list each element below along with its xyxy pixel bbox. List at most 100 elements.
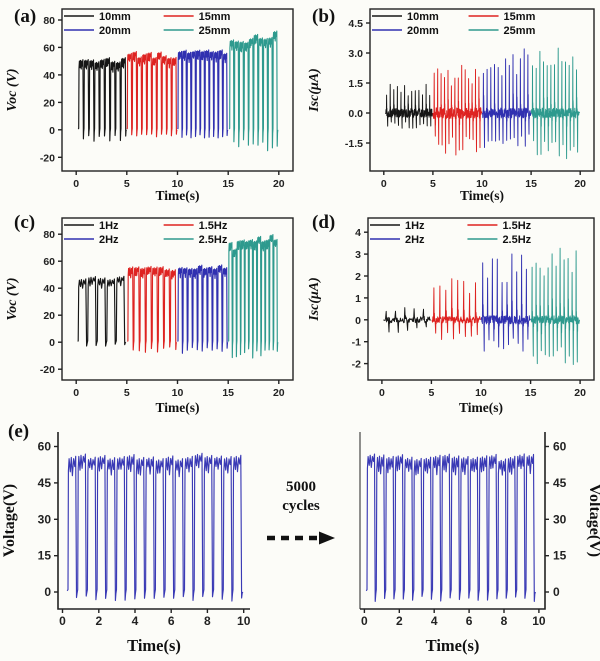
series-voltage: [66, 452, 244, 602]
svg-text:10: 10: [532, 614, 546, 628]
x-axis-ticks: 0 2 4 6 8 10: [59, 609, 251, 628]
svg-text:20: 20: [574, 178, 586, 190]
svg-text:60: 60: [43, 42, 55, 54]
y-axis-ticks: -2 -1 0 1 2 3 4: [352, 227, 368, 371]
chart-svg-a: 0 5 10 15 20 -20 0 20 40 60 80 Time(s) Voc (V) 10mm 15…: [5, 8, 294, 203]
svg-text:0: 0: [379, 387, 385, 399]
series-15mm: [126, 51, 178, 138]
series-1.5Hz: [127, 265, 178, 353]
svg-text:5: 5: [428, 387, 434, 399]
x-axis-label: Time(s): [156, 400, 200, 415]
x-axis-label: Time(s): [460, 188, 504, 203]
chart-svg-e2: 0 2 4 6 8 10 0 15 30 45 60 Time(s) Voltage(V): [359, 432, 600, 655]
svg-text:40: 40: [43, 70, 55, 82]
series-group: [384, 47, 581, 160]
svg-text:-2: -2: [352, 359, 361, 371]
y-axis-label: Voltage(V): [1, 484, 18, 557]
svg-text:15: 15: [525, 387, 537, 399]
svg-text:10mm: 10mm: [407, 11, 439, 23]
svg-text:4: 4: [132, 614, 139, 628]
legend-item-2Hz: 2Hz: [370, 234, 425, 246]
svg-text:20: 20: [43, 97, 55, 109]
svg-text:0: 0: [59, 614, 66, 628]
x-axis-ticks: 0 5 10 15 20: [73, 380, 285, 399]
series-1.5Hz: [431, 278, 481, 340]
svg-text:20: 20: [273, 387, 285, 399]
svg-text:15: 15: [222, 387, 234, 399]
legend-item-2Hz: 2Hz: [64, 234, 119, 246]
svg-text:2Hz: 2Hz: [405, 234, 425, 246]
svg-text:20mm: 20mm: [99, 25, 131, 37]
panel-letter-c: (c): [14, 212, 36, 233]
chart-isc-vs-frequency: 0 5 10 15 20 -2 -1 0 1 2 3 4 Time(s) Isc(μA) 1Hz 1.5Hz 2…: [300, 205, 600, 417]
svg-text:80: 80: [43, 15, 55, 27]
legend-item-2.5Hz: 2.5Hz: [467, 234, 532, 246]
series-group: [77, 30, 279, 152]
x-axis-ticks: 0 5 10 15 20: [381, 171, 586, 190]
legend-item-2.5Hz: 2.5Hz: [163, 234, 228, 246]
legend: 10mm 15mm 20mm 25mm: [372, 11, 536, 37]
svg-text:10: 10: [475, 387, 487, 399]
series-25mm: [530, 47, 581, 160]
svg-text:60: 60: [38, 440, 52, 454]
chart-svg-e1: 0 2 4 6 8 10 0 15 30 45 60 Time(s) Voltage(V): [1, 432, 251, 655]
series-2.5Hz: [530, 247, 580, 365]
legend-item-1.5Hz: 1.5Hz: [467, 220, 532, 232]
x-axis-label: Time(s): [426, 636, 480, 655]
svg-text:15: 15: [38, 549, 52, 563]
svg-text:10: 10: [172, 178, 184, 190]
svg-text:0: 0: [73, 387, 79, 399]
svg-text:15mm: 15mm: [199, 11, 231, 23]
svg-text:80: 80: [43, 229, 55, 241]
svg-text:15mm: 15mm: [504, 11, 536, 23]
x-axis-label: Time(s): [156, 188, 200, 203]
chart-svg-c: 0 5 10 15 20 -20 0 20 40 60 80 Time(s) Voc (V) 1Hz 1.5…: [5, 217, 294, 415]
legend-item-1.5Hz: 1.5Hz: [163, 220, 228, 232]
y-axis-ticks: 0 15 30 45 60: [38, 440, 58, 599]
svg-text:8: 8: [204, 614, 211, 628]
series-20mm: [177, 49, 229, 139]
svg-text:30: 30: [553, 512, 567, 526]
x-axis-ticks: 0 5 10 15 20: [379, 380, 586, 399]
svg-text:3: 3: [355, 249, 361, 261]
series-10mm: [77, 57, 127, 142]
svg-text:1Hz: 1Hz: [99, 220, 119, 232]
legend-item-20mm: 20mm: [64, 25, 131, 37]
svg-text:5: 5: [430, 178, 436, 190]
svg-text:2: 2: [396, 614, 403, 628]
svg-text:40: 40: [43, 283, 55, 295]
svg-text:0: 0: [361, 614, 368, 628]
panel-letter-a: (a): [14, 6, 37, 27]
svg-text:-1: -1: [352, 337, 361, 349]
svg-text:10: 10: [237, 614, 251, 628]
y-axis-ticks: -1.5 0.0 1.5 3.0 4.5: [345, 18, 370, 150]
svg-text:2Hz: 2Hz: [99, 234, 119, 246]
series-voltage: [365, 453, 536, 602]
x-axis-label: Time(s): [127, 636, 181, 655]
series-25mm: [228, 30, 279, 152]
cycles-annotation-line1: 5000: [286, 479, 316, 495]
svg-text:0.0: 0.0: [348, 108, 363, 120]
svg-text:60: 60: [553, 440, 567, 454]
svg-text:-20: -20: [40, 364, 55, 376]
svg-text:0: 0: [49, 337, 55, 349]
series-2Hz: [480, 253, 531, 352]
svg-text:6: 6: [466, 614, 473, 628]
y-axis-label: Isc(μA): [307, 68, 322, 113]
dashed-right-arrow-icon: [267, 531, 335, 544]
svg-text:10: 10: [476, 178, 488, 190]
svg-text:10: 10: [172, 387, 184, 399]
series-1Hz: [383, 307, 431, 333]
x-axis-ticks: 0 2 4 6 8 10: [361, 609, 546, 628]
series-15mm: [432, 64, 483, 156]
svg-text:4.5: 4.5: [348, 18, 363, 30]
series-group: [66, 452, 244, 602]
legend-item-10mm: 10mm: [372, 11, 439, 23]
svg-text:-1.5: -1.5: [345, 138, 363, 150]
plot-frame: [369, 8, 595, 172]
svg-text:0: 0: [381, 178, 387, 190]
svg-text:5: 5: [124, 178, 130, 190]
y-axis-ticks: -20 0 20 40 60 80: [40, 15, 62, 164]
legend-item-1Hz: 1Hz: [370, 220, 425, 232]
